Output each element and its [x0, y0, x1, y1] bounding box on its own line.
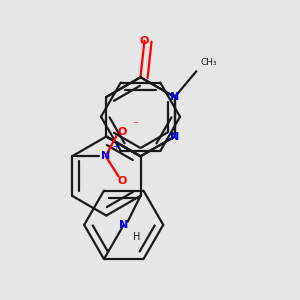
Text: O: O — [118, 127, 127, 137]
Text: O: O — [140, 36, 149, 46]
Text: +: + — [112, 142, 118, 151]
Text: N: N — [101, 151, 110, 161]
Text: O: O — [118, 176, 127, 186]
Text: N: N — [119, 220, 128, 230]
Text: H: H — [134, 232, 141, 242]
Text: N: N — [170, 131, 179, 142]
Text: ⁻: ⁻ — [132, 121, 138, 131]
Text: CH₃: CH₃ — [200, 58, 217, 67]
Text: N: N — [170, 92, 179, 102]
